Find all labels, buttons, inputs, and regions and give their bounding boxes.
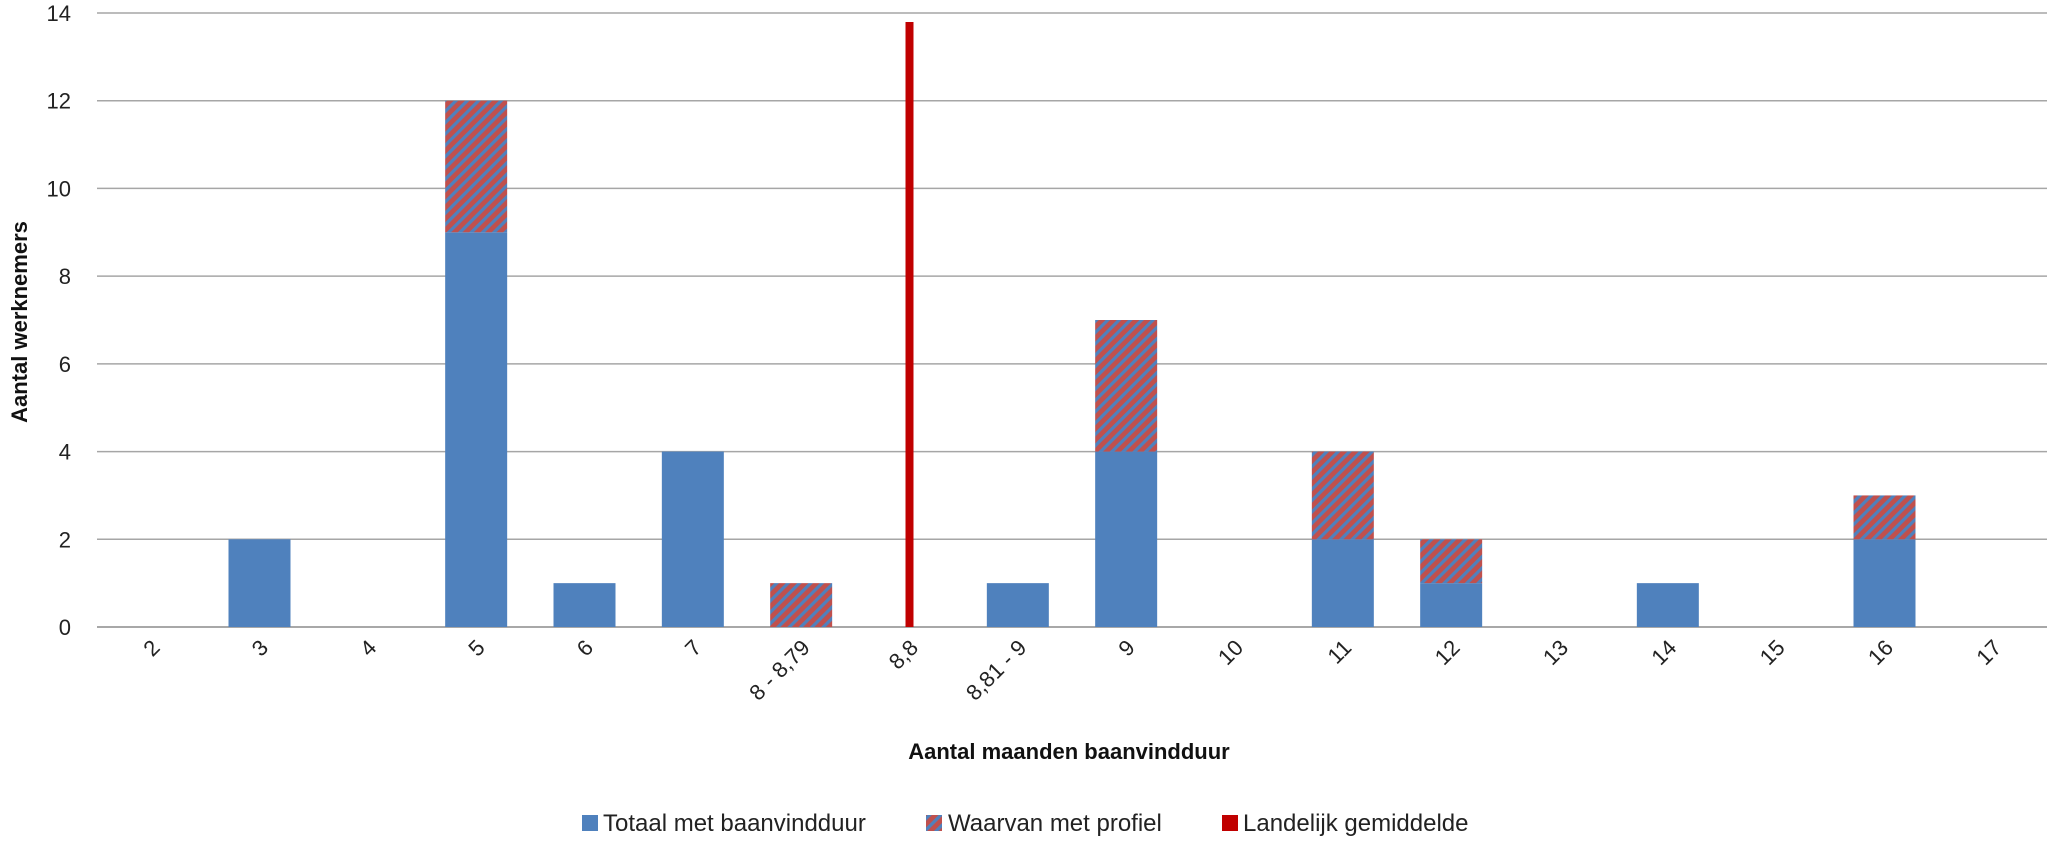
x-tick-label: 8 - 8,79 [744,635,814,705]
bar-totaal [661,451,724,627]
bar-totaal [1420,583,1483,627]
x-tick-label: 2 [138,635,164,661]
x-tick-label: 5 [463,635,489,661]
x-tick-label: 11 [1323,635,1357,669]
y-tick-label: 8 [59,264,71,289]
bar-totaal [228,539,291,627]
x-tick-label: 14 [1646,635,1681,670]
bar-totaal [1636,583,1699,627]
bar-totaal [553,583,616,627]
x-tick-label: 9 [1113,635,1139,661]
bar-profiel [1095,320,1158,452]
x-tick-label: 15 [1755,635,1790,670]
x-tick-label: 7 [680,635,706,661]
x-tick-label: 6 [572,635,598,661]
x-tick-label: 12 [1430,635,1465,670]
y-axis-title: Aantal werknemers [7,221,32,423]
bar-profiel [770,583,833,627]
legend-swatch-totaal [582,815,598,831]
x-axis-title: Aantal maanden baanvindduur [908,739,1230,764]
bar-totaal [445,232,508,628]
x-tick-label: 8,8 [884,635,923,674]
x-tick-label: 17 [1971,635,2006,670]
y-tick-label: 4 [59,440,71,465]
legend-label-landelijk: Landelijk gemiddelde [1243,810,1469,837]
y-tick-label: 6 [59,352,71,377]
x-tick-label: 4 [355,635,381,661]
x-tick-label: 3 [247,635,273,661]
bar-profiel [1420,539,1483,584]
bar-totaal [1311,539,1374,627]
y-tick-label: 2 [59,527,71,552]
x-tick-label: 13 [1538,635,1573,670]
legend-swatch-landelijk [1222,815,1238,831]
bar-profiel [1311,451,1374,540]
y-tick-label: 14 [47,1,71,26]
bar-profiel [1853,495,1916,540]
legend-swatch-profiel [926,815,942,831]
y-tick-label: 0 [59,615,71,640]
y-tick-label: 12 [47,89,71,114]
y-tick-label: 10 [47,176,71,201]
x-tick-label: 16 [1863,635,1898,670]
gridlines [97,12,2047,628]
legend: Totaal met baanvindduur Waarvan met prof… [582,810,1469,837]
legend-label-totaal: Totaal met baanvindduur [603,810,866,837]
x-axis-ticks: 2 3 4 5 6 7 8 - 8,79 8,8 8,81 - 9 9 10 11 12 13 14 15 16… [138,635,2006,705]
legend-label-profiel: Waarvan met profiel [948,810,1162,837]
bars [228,100,1916,628]
x-tick-label: 10 [1213,635,1248,670]
y-axis-ticks: 0 2 4 6 8 10 12 14 [47,1,71,640]
bar-profiel [445,100,508,233]
bar-totaal [1853,539,1916,627]
bar-totaal [986,583,1049,627]
x-tick-label: 8,81 - 9 [961,635,1031,705]
bar-totaal [1095,451,1158,627]
